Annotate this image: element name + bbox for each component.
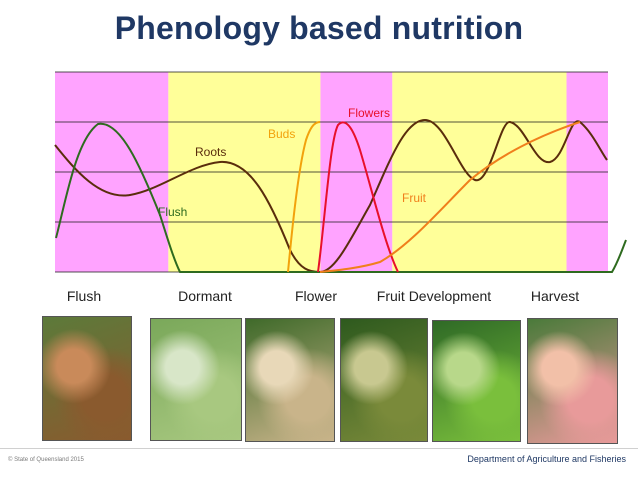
- flowers-curve: [317, 121, 399, 273]
- curve-label-fruit: Fruit: [402, 191, 427, 205]
- fruitset-photo: [340, 318, 428, 442]
- flush-photo: [42, 316, 132, 441]
- copyright-text: © State of Queensland 2015: [8, 457, 84, 463]
- department-text: Department of Agriculture and Fisheries: [467, 454, 626, 464]
- stage-label-dormant: Dormant: [178, 288, 232, 304]
- curve-label-roots: Roots: [195, 145, 226, 159]
- stage-label-fruit-development: Fruit Development: [376, 288, 492, 304]
- buds-curve: [287, 121, 321, 273]
- dormant-photo: [150, 318, 242, 441]
- roots-curve: [54, 118, 608, 274]
- slide-title: Phenology based nutrition: [114, 10, 524, 46]
- footer-rule: [0, 448, 638, 449]
- curve-label-buds: Buds: [268, 127, 295, 141]
- fruit-curve: [319, 121, 581, 273]
- harvest-photo: [527, 318, 618, 444]
- stage-label-flower: Flower: [294, 288, 338, 304]
- flush-curve: [55, 122, 627, 273]
- stage-label-flush: Flush: [66, 288, 102, 304]
- stage-label-harvest: Harvest: [530, 288, 580, 304]
- flower-photo: [245, 318, 335, 442]
- curve-label-flush: Flush: [158, 205, 187, 219]
- fruitdev-photo: [432, 320, 521, 442]
- curve-label-flowers: Flowers: [348, 106, 390, 120]
